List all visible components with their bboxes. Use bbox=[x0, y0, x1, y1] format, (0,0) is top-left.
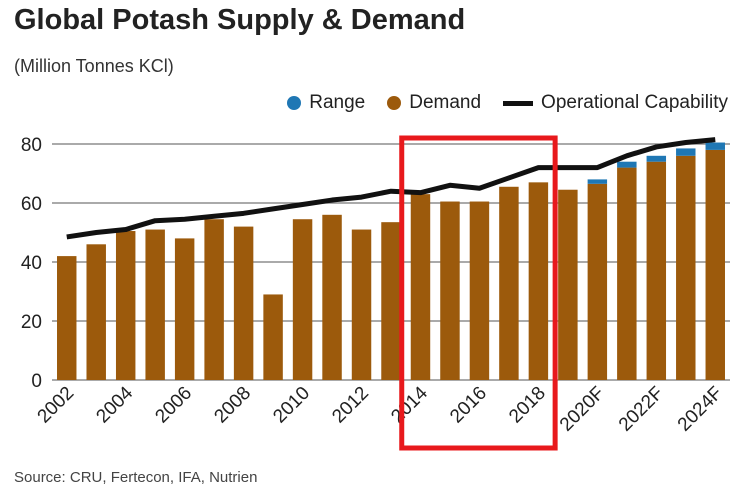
x-tick-label: 2014 bbox=[387, 382, 432, 427]
x-tick-label: 2008 bbox=[210, 383, 255, 428]
demand-bar bbox=[587, 183, 608, 380]
x-tick-label: 2024F bbox=[674, 383, 727, 436]
x-tick-label: 2006 bbox=[151, 383, 196, 428]
y-tick-label: 60 bbox=[21, 194, 42, 215]
chart-title: Global Potash Supply & Demand bbox=[14, 4, 466, 36]
capability-line-icon bbox=[503, 100, 534, 106]
demand-bar bbox=[381, 222, 401, 380]
x-tick-label: 2020F bbox=[556, 383, 609, 436]
demand-bar bbox=[617, 167, 637, 380]
source-note: Source: CRU, Fertecon, IFA, Nutrien bbox=[14, 469, 258, 486]
x-tick-label: 2018 bbox=[505, 383, 550, 428]
demand-bar bbox=[558, 189, 578, 380]
demand-bar bbox=[57, 256, 77, 380]
range-bar bbox=[705, 142, 725, 150]
demand-bar bbox=[233, 226, 254, 380]
demand-bar bbox=[292, 219, 313, 380]
capability-line bbox=[66, 137, 716, 240]
x-tick-label: 2016 bbox=[446, 383, 491, 428]
demand-bar bbox=[263, 294, 283, 380]
x-tick-label: 2022F bbox=[615, 383, 668, 436]
demand-swatch-icon bbox=[387, 96, 402, 110]
y-tick-label: 40 bbox=[21, 253, 42, 274]
y-tick-label: 80 bbox=[21, 135, 42, 156]
demand-bar bbox=[705, 149, 725, 380]
legend: Range Demand Operational Capability bbox=[287, 92, 728, 114]
range-bar bbox=[646, 155, 667, 162]
demand-bar bbox=[646, 161, 667, 380]
y-tick-label: 0 bbox=[31, 371, 42, 392]
range-bar bbox=[617, 161, 637, 168]
demand-bar bbox=[145, 229, 165, 380]
demand-bar bbox=[322, 214, 342, 380]
demand-bar bbox=[528, 182, 549, 380]
demand-bar bbox=[676, 155, 696, 380]
chart-subtitle: (Million Tonnes KCl) bbox=[14, 56, 174, 76]
legend-label: Demand bbox=[409, 92, 482, 113]
demand-bar bbox=[174, 238, 195, 380]
x-tick-label: 2004 bbox=[92, 382, 137, 427]
x-tick-label: 2012 bbox=[328, 383, 373, 428]
demand-bar bbox=[351, 229, 372, 380]
range-swatch-icon bbox=[287, 96, 302, 110]
demand-bar bbox=[499, 186, 519, 380]
demand-bar bbox=[204, 219, 224, 380]
legend-item-range: Range bbox=[287, 92, 365, 114]
demand-bar bbox=[86, 244, 106, 380]
legend-item-capability: Operational Capability bbox=[503, 92, 728, 114]
range-bar bbox=[587, 179, 608, 184]
legend-item-demand: Demand bbox=[387, 92, 481, 114]
demand-bar bbox=[115, 231, 136, 380]
y-tick-label: 20 bbox=[21, 312, 42, 333]
range-bar bbox=[676, 148, 696, 156]
highlight-box bbox=[399, 135, 558, 451]
demand-bar bbox=[410, 194, 431, 380]
x-tick-label: 2010 bbox=[269, 383, 314, 428]
demand-bar bbox=[440, 201, 460, 380]
legend-label: Range bbox=[309, 92, 366, 113]
demand-bar bbox=[469, 201, 490, 380]
legend-label: Operational Capability bbox=[541, 92, 728, 113]
